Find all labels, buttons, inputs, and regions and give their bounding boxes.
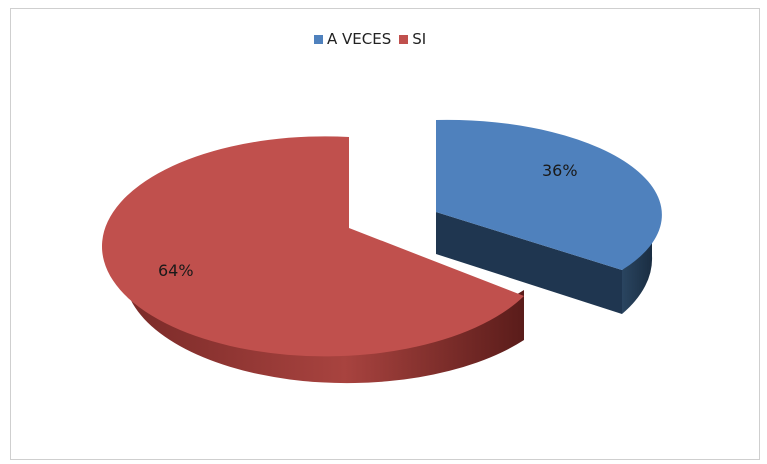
slice-a-veces-outer-side — [622, 212, 653, 314]
legend-swatch-a-veces — [314, 34, 323, 44]
legend-label-si: SI — [412, 30, 427, 48]
data-label-si: 64% — [158, 261, 194, 280]
slice-si-side — [126, 238, 524, 384]
legend-label-a-veces: A VECES — [327, 30, 392, 48]
slice-a-veces: 36% — [436, 119, 662, 314]
data-label-a-veces: 36% — [542, 161, 578, 180]
legend-item-a-veces: A VECES — [314, 30, 391, 48]
legend-item-si: SI — [399, 30, 426, 48]
legend: A VECES SI — [314, 30, 434, 48]
legend-swatch-si — [399, 34, 409, 44]
slice-a-veces-inner-face — [436, 212, 622, 314]
slice-si: 64% — [101, 136, 525, 384]
slice-a-veces-top — [436, 119, 662, 270]
slice-si-top — [101, 136, 525, 357]
